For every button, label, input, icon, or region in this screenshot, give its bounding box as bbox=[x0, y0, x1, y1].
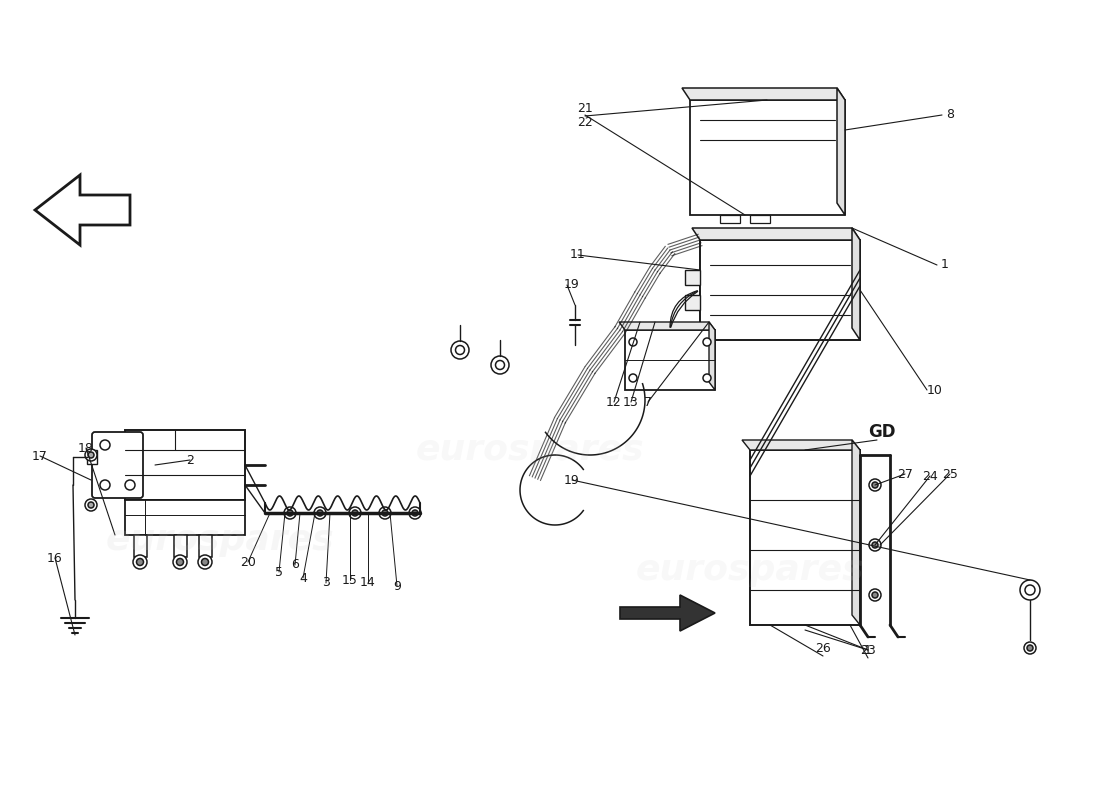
Circle shape bbox=[85, 449, 97, 461]
Circle shape bbox=[284, 507, 296, 519]
Text: 18: 18 bbox=[78, 442, 94, 454]
Text: 2: 2 bbox=[186, 454, 194, 466]
Polygon shape bbox=[35, 175, 130, 245]
Polygon shape bbox=[619, 322, 715, 330]
Text: 27: 27 bbox=[898, 467, 913, 481]
Circle shape bbox=[872, 592, 878, 598]
Circle shape bbox=[176, 558, 184, 566]
Circle shape bbox=[629, 374, 637, 382]
Circle shape bbox=[88, 452, 94, 458]
Text: 1: 1 bbox=[865, 643, 872, 657]
Text: 4: 4 bbox=[299, 571, 307, 585]
Bar bbox=[750, 215, 770, 223]
Circle shape bbox=[703, 338, 711, 346]
Circle shape bbox=[382, 510, 388, 516]
Circle shape bbox=[133, 555, 147, 569]
Bar bbox=[174, 535, 187, 557]
Circle shape bbox=[100, 440, 110, 450]
Text: 16: 16 bbox=[47, 551, 63, 565]
Bar bbox=[700, 240, 860, 340]
Circle shape bbox=[198, 555, 212, 569]
Text: 22: 22 bbox=[578, 117, 593, 130]
Circle shape bbox=[88, 502, 94, 508]
Circle shape bbox=[287, 510, 293, 516]
Circle shape bbox=[703, 374, 711, 382]
Text: 17: 17 bbox=[32, 450, 48, 462]
Text: 21: 21 bbox=[578, 102, 593, 114]
Circle shape bbox=[872, 542, 878, 548]
Circle shape bbox=[317, 510, 323, 516]
Polygon shape bbox=[852, 228, 860, 340]
Circle shape bbox=[379, 507, 390, 519]
Circle shape bbox=[100, 480, 110, 490]
Text: 8: 8 bbox=[946, 109, 954, 122]
Text: 7: 7 bbox=[644, 395, 652, 409]
Text: 10: 10 bbox=[927, 383, 943, 397]
Circle shape bbox=[125, 480, 135, 490]
Polygon shape bbox=[710, 322, 715, 390]
Circle shape bbox=[872, 482, 878, 488]
Text: 5: 5 bbox=[275, 566, 283, 578]
Bar bbox=[125, 430, 245, 500]
FancyBboxPatch shape bbox=[92, 432, 143, 498]
Polygon shape bbox=[620, 595, 715, 631]
Text: 20: 20 bbox=[240, 555, 256, 569]
Text: 3: 3 bbox=[322, 577, 330, 590]
Polygon shape bbox=[852, 440, 860, 625]
Text: 6: 6 bbox=[292, 558, 299, 571]
Circle shape bbox=[85, 499, 97, 511]
Text: GD: GD bbox=[868, 423, 895, 441]
Text: 19: 19 bbox=[564, 474, 580, 486]
Text: 23: 23 bbox=[860, 643, 876, 657]
Text: 19: 19 bbox=[564, 278, 580, 291]
Circle shape bbox=[869, 539, 881, 551]
Text: eurospares: eurospares bbox=[416, 433, 645, 467]
Text: 12: 12 bbox=[606, 395, 621, 409]
Polygon shape bbox=[682, 88, 845, 100]
Circle shape bbox=[1027, 645, 1033, 651]
Circle shape bbox=[495, 361, 505, 370]
Text: eurospares: eurospares bbox=[636, 553, 865, 587]
Text: eurospares: eurospares bbox=[106, 523, 334, 557]
Circle shape bbox=[409, 507, 421, 519]
Circle shape bbox=[352, 510, 358, 516]
Circle shape bbox=[869, 479, 881, 491]
Bar bbox=[720, 215, 740, 223]
Circle shape bbox=[349, 507, 361, 519]
Circle shape bbox=[201, 558, 209, 566]
Text: 25: 25 bbox=[942, 467, 958, 481]
Circle shape bbox=[412, 510, 418, 516]
Circle shape bbox=[629, 338, 637, 346]
Polygon shape bbox=[692, 228, 860, 240]
Circle shape bbox=[1025, 585, 1035, 595]
Bar bbox=[685, 295, 700, 310]
Circle shape bbox=[1020, 580, 1040, 600]
Bar bbox=[125, 500, 245, 535]
Polygon shape bbox=[742, 440, 860, 450]
Bar bbox=[690, 100, 845, 215]
Text: 1: 1 bbox=[942, 258, 949, 271]
Text: 9: 9 bbox=[393, 579, 400, 593]
Text: 15: 15 bbox=[342, 574, 358, 586]
Bar bbox=[199, 535, 212, 557]
Text: 13: 13 bbox=[623, 395, 639, 409]
Text: 24: 24 bbox=[922, 470, 938, 482]
Circle shape bbox=[491, 356, 509, 374]
Bar bbox=[134, 535, 147, 557]
Circle shape bbox=[314, 507, 326, 519]
Circle shape bbox=[173, 555, 187, 569]
Circle shape bbox=[455, 346, 464, 354]
Bar bbox=[685, 270, 700, 285]
Bar bbox=[625, 330, 715, 390]
Text: 11: 11 bbox=[570, 249, 586, 262]
Text: 26: 26 bbox=[815, 642, 830, 654]
Text: 14: 14 bbox=[360, 575, 376, 589]
Circle shape bbox=[136, 558, 143, 566]
Circle shape bbox=[451, 341, 469, 359]
Bar bbox=[750, 450, 860, 625]
Circle shape bbox=[869, 589, 881, 601]
Circle shape bbox=[1024, 642, 1036, 654]
Polygon shape bbox=[837, 88, 845, 215]
Bar bbox=[87, 450, 97, 464]
